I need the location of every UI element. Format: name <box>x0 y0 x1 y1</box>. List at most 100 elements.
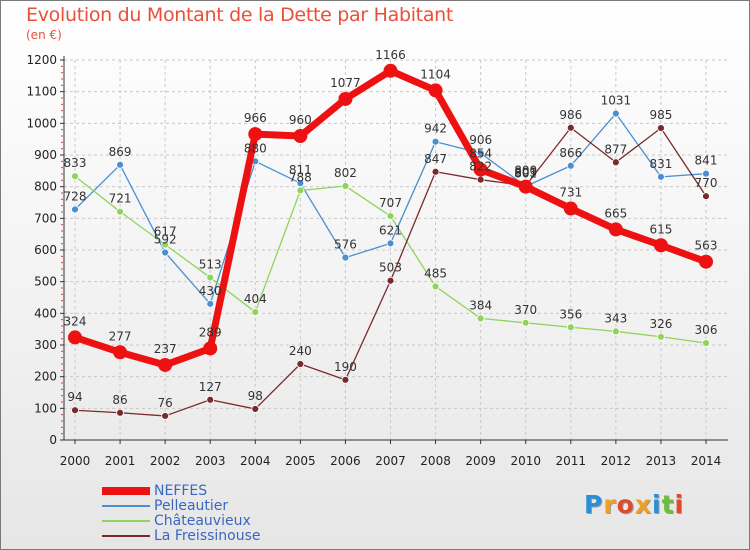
x-tick-label: 2013 <box>646 454 677 468</box>
data-label-chateauvieux: 833 <box>64 156 87 170</box>
data-label-la-freissinouse: 770 <box>695 176 718 190</box>
data-label-pelleautier: 811 <box>289 163 312 177</box>
data-label-pelleautier: 801 <box>514 166 537 180</box>
data-label-pelleautier: 1031 <box>601 94 632 108</box>
data-point-pelleautier <box>611 109 620 118</box>
data-point-neffes <box>338 91 353 106</box>
data-point-chateauvieux <box>116 207 124 216</box>
data-label-la-freissinouse: 803 <box>514 166 537 180</box>
data-point-neffes <box>518 179 533 194</box>
y-tick-label: 1100 <box>26 85 57 99</box>
data-point-la-freissinouse <box>611 158 620 167</box>
data-label-la-freissinouse: 98 <box>248 389 263 403</box>
legend-label: Pelleautier <box>154 498 229 514</box>
data-label-pelleautier: 880 <box>244 141 267 155</box>
data-label-neffes: 966 <box>244 111 267 125</box>
data-point-la-freissinouse <box>702 192 710 201</box>
y-tick-label: 800 <box>34 180 57 194</box>
data-label-chateauvieux: 721 <box>109 192 132 206</box>
data-point-pelleautier <box>71 205 79 214</box>
data-label-neffes: 277 <box>109 329 132 343</box>
data-label-neffes: 289 <box>199 325 222 339</box>
y-tick-label: 300 <box>34 338 57 352</box>
data-point-la-freissinouse <box>341 375 350 384</box>
data-label-la-freissinouse: 503 <box>379 261 402 275</box>
x-tick-label: 2003 <box>195 454 226 468</box>
data-label-pelleautier: 430 <box>199 284 222 298</box>
data-label-chateauvieux: 356 <box>559 307 582 321</box>
data-point-pelleautier <box>161 248 170 257</box>
data-label-neffes: 615 <box>649 222 672 236</box>
data-label-la-freissinouse: 822 <box>469 160 492 174</box>
data-point-pelleautier <box>476 149 485 158</box>
data-point-pelleautier <box>116 160 124 169</box>
chart-unit: (en €) <box>26 28 62 42</box>
data-point-pelleautier <box>341 253 350 262</box>
data-label-pelleautier: 869 <box>109 145 132 159</box>
data-label-neffes: 324 <box>64 314 87 328</box>
data-label-chateauvieux: 513 <box>199 258 222 272</box>
data-label-neffes: 800 <box>514 164 537 178</box>
x-tick-label: 2001 <box>105 454 136 468</box>
data-label-chateauvieux: 404 <box>244 292 267 306</box>
x-tick-label: 2008 <box>420 454 451 468</box>
data-label-chateauvieux: 326 <box>649 317 672 331</box>
y-tick-label: 600 <box>34 243 57 257</box>
x-tick-label: 2002 <box>150 454 181 468</box>
data-point-la-freissinouse <box>476 175 485 184</box>
data-point-neffes <box>203 341 218 356</box>
data-label-pelleautier: 841 <box>695 154 718 168</box>
data-label-neffes: 237 <box>154 342 177 356</box>
data-label-la-freissinouse: 86 <box>112 393 127 407</box>
x-tick-label: 2007 <box>375 454 406 468</box>
proxiti-logo: Proxiti <box>584 490 685 519</box>
data-label-neffes: 1166 <box>375 48 406 62</box>
data-label-la-freissinouse: 127 <box>199 380 222 394</box>
data-point-la-freissinouse <box>386 276 395 285</box>
y-tick-label: 900 <box>34 148 57 162</box>
y-tick-label: 400 <box>34 306 57 320</box>
data-label-chateauvieux: 306 <box>695 323 718 337</box>
data-point-chateauvieux <box>611 327 620 336</box>
data-point-chateauvieux <box>71 172 79 181</box>
legend-swatch <box>102 520 150 522</box>
x-tick-label: 2012 <box>601 454 632 468</box>
y-tick-label: 1200 <box>26 53 57 67</box>
legend-label: La Freissinouse <box>154 528 261 544</box>
data-label-pelleautier: 866 <box>559 146 582 160</box>
data-label-pelleautier: 576 <box>334 238 357 252</box>
data-label-pelleautier: 592 <box>154 233 177 247</box>
data-label-chateauvieux: 788 <box>289 170 312 184</box>
data-label-neffes: 1104 <box>420 67 451 81</box>
data-label-chateauvieux: 485 <box>424 266 447 280</box>
data-point-la-freissinouse <box>251 405 260 413</box>
data-point-la-freissinouse <box>161 412 170 420</box>
x-tick-label: 2011 <box>556 454 587 468</box>
y-tick-label: 700 <box>34 211 57 225</box>
data-point-pelleautier <box>206 299 215 308</box>
data-label-chateauvieux: 370 <box>514 303 537 317</box>
data-point-pelleautier <box>431 137 440 146</box>
data-point-chateauvieux <box>566 323 575 332</box>
chart-title: Evolution du Montant de la Dette par Hab… <box>26 4 454 26</box>
data-point-neffes <box>653 238 668 253</box>
data-point-la-freissinouse <box>296 360 305 368</box>
data-label-pelleautier: 728 <box>64 189 87 203</box>
data-label-chateauvieux: 384 <box>469 298 492 312</box>
data-label-la-freissinouse: 877 <box>604 142 627 156</box>
legend-swatch <box>102 535 150 537</box>
data-point-la-freissinouse <box>206 395 215 404</box>
data-point-neffes <box>383 63 398 78</box>
data-label-chateauvieux: 802 <box>334 166 357 180</box>
data-point-neffes <box>428 83 443 98</box>
data-label-neffes: 563 <box>695 239 718 253</box>
data-label-la-freissinouse: 76 <box>158 396 173 410</box>
data-label-la-freissinouse: 94 <box>67 390 82 404</box>
y-tick-label: 200 <box>34 370 57 384</box>
legend-label: NEFFES <box>154 483 208 499</box>
data-point-chateauvieux <box>296 186 305 195</box>
data-point-la-freissinouse <box>657 124 665 132</box>
data-label-chateauvieux: 343 <box>604 311 627 325</box>
data-point-neffes <box>473 162 488 177</box>
